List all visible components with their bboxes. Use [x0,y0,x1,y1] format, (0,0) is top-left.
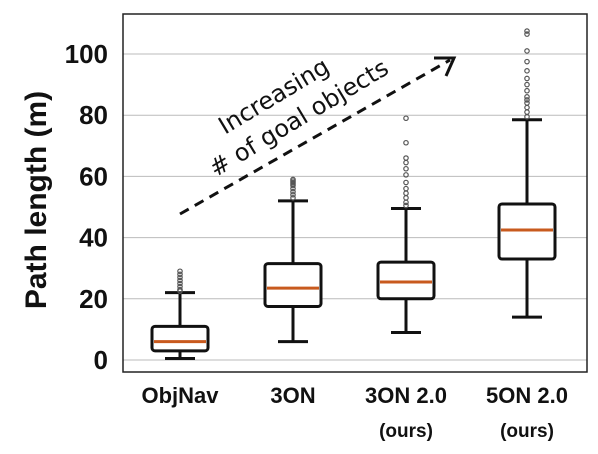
iqr-box [376,260,436,301]
outlier-point [290,176,296,183]
outlier-point [524,68,530,74]
iqr-box [497,202,557,261]
iqr-box [263,262,323,308]
outlier-point [524,87,530,94]
outlier-point [524,48,530,54]
outlier-point [403,179,409,186]
outlier-point [524,100,530,106]
box-group [376,115,436,334]
y-axis-label: Path length (m) [20,91,53,309]
outlier-point [403,159,409,166]
outlier-point [177,271,183,278]
outlier-point [524,28,530,34]
outlier-point [524,97,530,103]
outlier-point [177,286,183,293]
x-tick-sublabel: (ours) [379,421,433,442]
outlier-point [177,283,183,290]
annotation: Increasing # of goal objects [179,52,457,216]
outlier-point [403,172,409,178]
outlier-point [524,58,530,65]
y-tick-label: 40 [79,223,108,253]
box-group [150,268,210,360]
outlier-point [177,274,183,281]
y-tick-label: 100 [65,39,108,69]
outlier-point [524,31,530,37]
outlier-point [290,195,296,201]
box-group [263,176,323,344]
y-tick-label: 80 [79,100,108,130]
annotation-arrow [179,58,451,216]
plot-frame [122,13,588,373]
outlier-point [290,191,296,198]
annotation-arrowhead [434,56,457,77]
outlier-point [524,94,530,100]
outlier-point [403,185,409,192]
outlier-point [403,202,409,209]
outlier-point [524,81,530,88]
outlier-point [403,115,409,122]
outlier-point [177,280,183,287]
y-tick-labels: 0 20 40 60 80 100 [65,39,108,375]
y-tick-label: 20 [79,284,108,314]
y-tick-label: 60 [79,161,108,191]
outlier-point [177,277,183,284]
outlier-point [290,188,296,195]
outlier-point [403,139,409,146]
x-tick-sublabel: (ours) [500,421,554,442]
outlier-point [524,104,530,111]
outlier-point [403,165,409,172]
y-tick-label: 0 [94,345,108,375]
outlier-point [403,190,409,197]
outlier-point [403,155,409,161]
x-tick-labels: ObjNav 3ON 3ON 2.0 (ours) 5ON 2.0 (ours) [141,383,567,442]
box-group [497,28,557,319]
x-tick-label: ObjNav [141,383,219,408]
outlier-point [524,75,530,82]
outlier-point [177,268,183,275]
boxes [150,28,557,360]
x-tick-label: 5ON 2.0 [486,383,568,408]
x-tick-label: 3ON [270,383,315,408]
outlier-point [524,109,530,115]
outlier-point [403,199,409,206]
x-tick-label: 3ON 2.0 [365,383,447,408]
iqr-box [150,324,210,353]
outlier-point [403,195,409,201]
grid-lines [123,53,587,361]
